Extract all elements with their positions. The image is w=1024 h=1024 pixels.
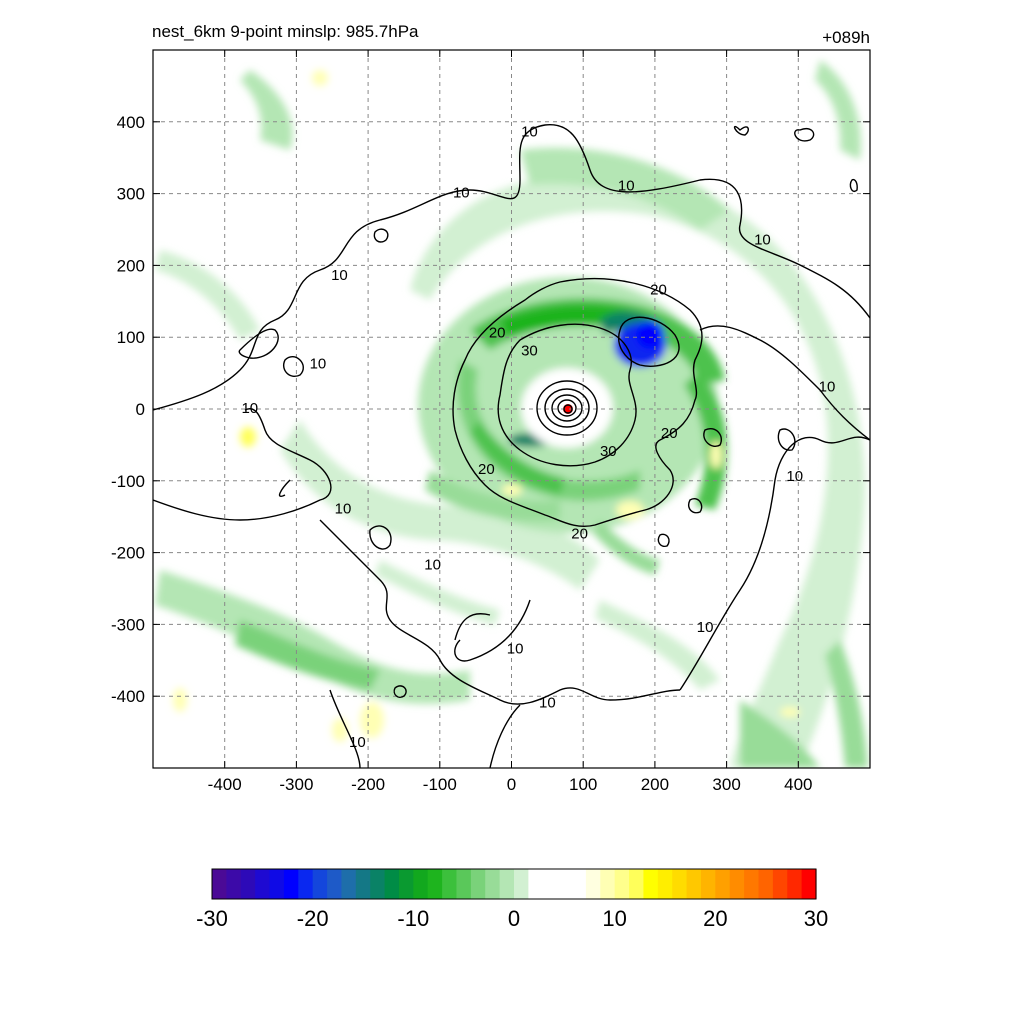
- contour-label: 10: [539, 694, 556, 711]
- colorbar-tick-label: -20: [297, 906, 329, 931]
- y-tick-label: 0: [136, 400, 145, 419]
- colorbar-tick-label: -10: [397, 906, 429, 931]
- contour-label: 30: [600, 443, 617, 460]
- colorbar-swatch: [614, 869, 630, 899]
- y-tick-label: 300: [117, 185, 145, 204]
- colorbar-swatch: [772, 869, 788, 899]
- contour-label: 10: [310, 355, 327, 372]
- colorbar-tick-label: 20: [703, 906, 727, 931]
- colorbar-swatch: [557, 869, 573, 899]
- forecast-hour-label: +089h: [822, 28, 870, 47]
- contour-label: 10: [786, 468, 803, 485]
- colorbar-frame: [211, 868, 817, 900]
- colorbar-swatch: [629, 869, 645, 899]
- contour-label: 20: [478, 461, 495, 478]
- colorbar-swatch: [240, 869, 256, 899]
- contour-label: 10: [507, 641, 524, 658]
- colorbar-swatch: [715, 869, 731, 899]
- x-tick-label: 400: [784, 775, 812, 794]
- colorbar-swatch: [283, 869, 299, 899]
- contour-label: 10: [453, 185, 470, 202]
- y-tick-label: 400: [117, 113, 145, 132]
- colorbar-swatch: [600, 869, 616, 899]
- colorbar-swatch: [514, 869, 529, 899]
- contour-label: 30: [521, 343, 538, 360]
- contour-labels: 10 10 10 10 10 10 10 10 10 10 10 10 10 10 10 20 20 20 20 20…: [241, 124, 836, 751]
- contour-label: 20: [650, 282, 667, 299]
- colorbar-swatch: [255, 869, 271, 899]
- contour-label: 10: [819, 378, 836, 395]
- colorbar-swatch: [355, 869, 371, 899]
- colorbar-swatch: [657, 869, 673, 899]
- contour-label: 10: [697, 619, 714, 636]
- y-tick-label: -200: [111, 544, 145, 563]
- colorbar-swatch: [744, 869, 760, 899]
- colorbar-swatch: [427, 869, 443, 899]
- y-axis: 400 300 200 100 0 -100 -200 -300 -400: [111, 113, 870, 706]
- colorbar-swatch: [312, 869, 328, 899]
- colorbar-swatch: [585, 869, 601, 899]
- x-tick-label: -400: [208, 775, 242, 794]
- y-tick-label: 100: [117, 328, 145, 347]
- colorbar-swatch: [787, 869, 803, 899]
- colorbar-swatch: [413, 869, 429, 899]
- colorbar-swatch: [528, 869, 544, 899]
- chart-title: nest_6km 9-point minslp: 985.7hPa: [152, 22, 419, 41]
- y-tick-label: -400: [111, 687, 145, 706]
- colorbar-swatch: [801, 869, 817, 899]
- colorbar-swatch: [456, 869, 472, 899]
- contour-label: 20: [661, 425, 678, 442]
- colorbar-tick-label: -30: [196, 906, 228, 931]
- colorbar-swatch: [212, 869, 227, 899]
- x-tick-label: -200: [351, 775, 385, 794]
- x-tick-label: 100: [569, 775, 597, 794]
- colorbar-tick-label: 0: [508, 906, 520, 931]
- colorbar-swatch: [298, 869, 314, 899]
- colorbar-ticks: -30 -20 -10 0 10 20 30: [196, 906, 828, 931]
- contour-label: 20: [489, 325, 506, 342]
- colorbar-swatch: [542, 869, 558, 899]
- x-tick-label: -100: [423, 775, 457, 794]
- colorbar-swatch: [226, 869, 242, 899]
- colorbar-swatch: [384, 869, 400, 899]
- x-axis: -400 -300 -200 -100 0 100 200 300 400: [208, 50, 812, 794]
- contour-label: 20: [571, 526, 588, 543]
- contour-label: 10: [618, 177, 635, 194]
- contour-label: 10: [331, 267, 348, 284]
- colorbar-swatch: [470, 869, 486, 899]
- y-tick-label: -100: [111, 472, 145, 491]
- colorbar-swatch: [571, 869, 587, 899]
- colorbar-swatch: [672, 869, 688, 899]
- contour-label: 10: [349, 734, 366, 751]
- colorbar-tick-label: 30: [804, 906, 828, 931]
- x-tick-label: 0: [507, 775, 516, 794]
- colorbar-swatch: [758, 869, 774, 899]
- contour-label: 10: [424, 557, 441, 574]
- x-tick-label: -300: [279, 775, 313, 794]
- colorbar-swatch: [269, 869, 285, 899]
- colorbar-swatch: [485, 869, 501, 899]
- colorbar-swatch: [499, 869, 515, 899]
- colorbar-swatch: [686, 869, 702, 899]
- contour-label: 10: [754, 231, 771, 248]
- contour-label: 10: [241, 400, 258, 417]
- colorbar-swatch: [327, 869, 343, 899]
- x-tick-label: 200: [641, 775, 669, 794]
- colorbar-swatch: [442, 869, 458, 899]
- x-tick-label: 300: [712, 775, 740, 794]
- contour-lines: [153, 124, 870, 768]
- y-tick-label: -300: [111, 615, 145, 634]
- colorbar-swatch: [643, 869, 659, 899]
- colorbar-swatch: [341, 869, 357, 899]
- y-tick-label: 200: [117, 256, 145, 275]
- colorbar-tick-label: 10: [602, 906, 626, 931]
- colorbar-swatch: [700, 869, 716, 899]
- contour-label: 10: [335, 501, 352, 518]
- colorbar-swatch: [729, 869, 745, 899]
- colorbar-swatch: [370, 869, 386, 899]
- colorbar: [211, 868, 817, 900]
- colorbar-swatch: [398, 869, 414, 899]
- contour-label: 10: [521, 124, 538, 141]
